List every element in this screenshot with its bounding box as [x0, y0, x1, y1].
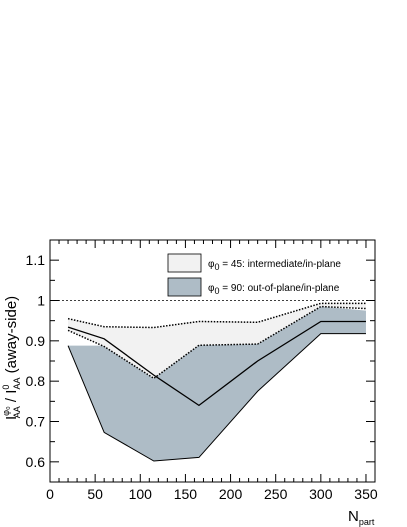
band-phi45-lower-edge — [67, 305, 367, 380]
y-tick-label-0: 0.6 — [26, 454, 46, 470]
y-tick-label-4: 1 — [37, 293, 45, 309]
x-tick-label-200: 200 — [219, 486, 243, 502]
legend: φ0 = 45: intermediate/in-plane φ0 = 90: … — [167, 253, 341, 297]
legend-swatch-phi90 — [167, 277, 202, 297]
x-tick-label-300: 300 — [309, 486, 333, 502]
lines-layer — [67, 302, 367, 462]
x-tick-label-350: 350 — [354, 486, 378, 502]
bands-layer — [68, 303, 366, 462]
y-tick-label-1: 0.7 — [26, 414, 46, 430]
band-series-1 — [68, 306, 366, 462]
legend-label-phi45: φ0 = 45: intermediate/in-plane — [208, 259, 341, 272]
x-axis-label: Npart — [348, 508, 375, 527]
legend-label-phi90: φ0 = 90: out-of-plane/in-plane — [208, 283, 340, 296]
y-tick-label-3: 0.9 — [26, 333, 46, 349]
x-tick-label-0: 0 — [46, 486, 54, 502]
y-axis-ticks: 0.6 0.7 0.8 0.9 1 1.1 — [26, 252, 375, 483]
y-axis-label: Iφ₀AA / I0AA (away-side) — [1, 296, 22, 420]
x-tick-label-250: 250 — [264, 486, 288, 502]
legend-swatch-phi45 — [167, 253, 202, 273]
band-phi90-lower-edge — [67, 333, 366, 462]
x-tick-label-100: 100 — [129, 486, 153, 502]
central-line — [67, 320, 366, 407]
y-tick-label-5: 1.1 — [26, 252, 46, 268]
band-series-0 — [68, 303, 366, 379]
band-phi45-upper-edge — [67, 302, 366, 329]
y-tick-label-2: 0.8 — [26, 373, 46, 389]
x-tick-label-50: 50 — [87, 486, 103, 502]
x-axis-ticks: 0 50 100 150 200 250 300 350 — [46, 240, 378, 502]
x-tick-label-150: 150 — [174, 486, 198, 502]
